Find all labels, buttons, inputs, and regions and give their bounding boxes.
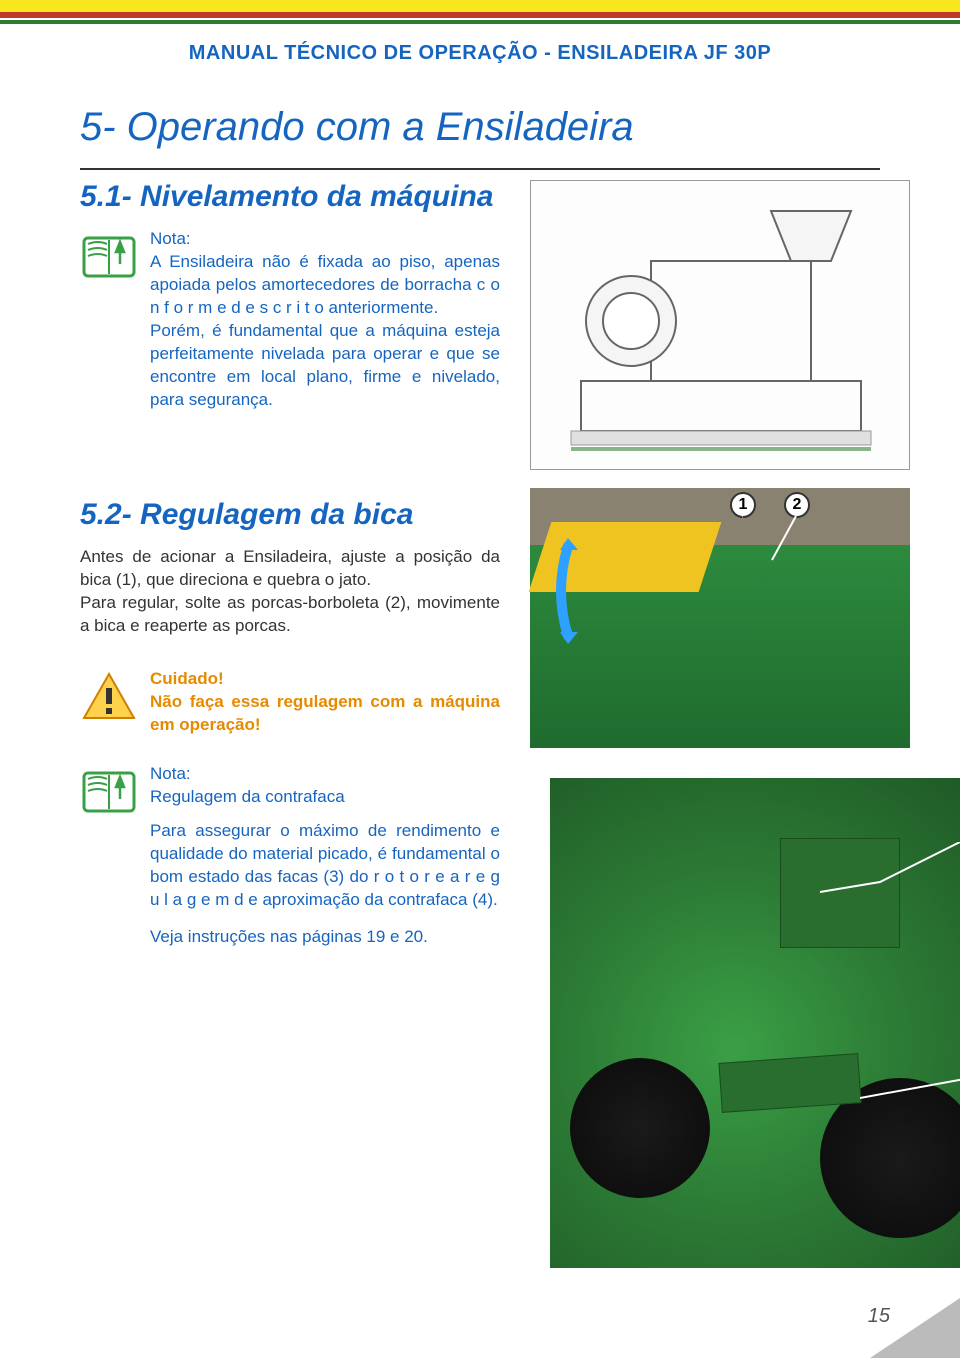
section-51-title: 5.1- Nivelamento da máquina bbox=[80, 180, 500, 214]
pulley-shape bbox=[570, 1058, 710, 1198]
title-underline bbox=[80, 168, 880, 170]
note-contrafaca: Nota: Regulagem da contrafaca Para asseg… bbox=[80, 763, 500, 950]
machine-diagram bbox=[530, 180, 910, 470]
top-stripe-yellow bbox=[0, 0, 960, 12]
top-stripe-green bbox=[0, 20, 960, 24]
note2-body: Para assegurar o máximo de rendimento e … bbox=[150, 820, 500, 912]
page-corner-fold bbox=[870, 1298, 960, 1358]
note2-footer: Veja instruções nas páginas 19 e 20. bbox=[150, 926, 500, 949]
warning-text: Não faça essa regulagem com a máquina em… bbox=[150, 691, 500, 737]
note-51-text: A Ensiladeira não é fixada ao piso, apen… bbox=[150, 251, 500, 412]
callout-lines bbox=[742, 516, 802, 596]
warning-block: Cuidado! Não faça essa regulagem com a m… bbox=[80, 668, 500, 737]
callout-4-line bbox=[820, 842, 960, 942]
bar-shape bbox=[718, 1053, 861, 1113]
note2-subtitle: Regulagem da contrafaca bbox=[150, 786, 500, 809]
note2-label: Nota: bbox=[150, 763, 500, 786]
section-51-row: 5.1- Nivelamento da máquina Nota: A Ensi… bbox=[80, 180, 880, 470]
callout-1: 1 bbox=[730, 492, 756, 518]
callout-2: 2 bbox=[784, 492, 810, 518]
bica-photo: 1 2 bbox=[530, 488, 910, 748]
note-51-label: Nota: bbox=[150, 228, 500, 251]
warning-icon bbox=[80, 668, 138, 726]
top-stripe-red bbox=[0, 12, 960, 18]
callout-3-line bbox=[860, 1078, 960, 1118]
rotation-arrow-icon bbox=[548, 536, 588, 646]
book-icon bbox=[80, 228, 138, 286]
section-52-row: 5.2- Regulagem da bica Antes de acionar … bbox=[80, 488, 880, 1268]
contrafaca-photo: 4 3 bbox=[550, 778, 960, 1268]
book-icon bbox=[80, 763, 138, 821]
warning-label: Cuidado! bbox=[150, 668, 500, 691]
page-content: 5- Operando com a Ensiladeira 5.1- Nivel… bbox=[0, 65, 960, 1268]
section-5-title: 5- Operando com a Ensiladeira bbox=[80, 105, 880, 150]
note-51: Nota: A Ensiladeira não é fixada ao piso… bbox=[80, 228, 500, 412]
section-52-title: 5.2- Regulagem da bica bbox=[80, 498, 500, 532]
section-52-body: Antes de acionar a Ensiladeira, ajuste a… bbox=[80, 546, 500, 638]
document-header: MANUAL TÉCNICO DE OPERAÇÃO - ENSILADEIRA… bbox=[0, 42, 960, 65]
